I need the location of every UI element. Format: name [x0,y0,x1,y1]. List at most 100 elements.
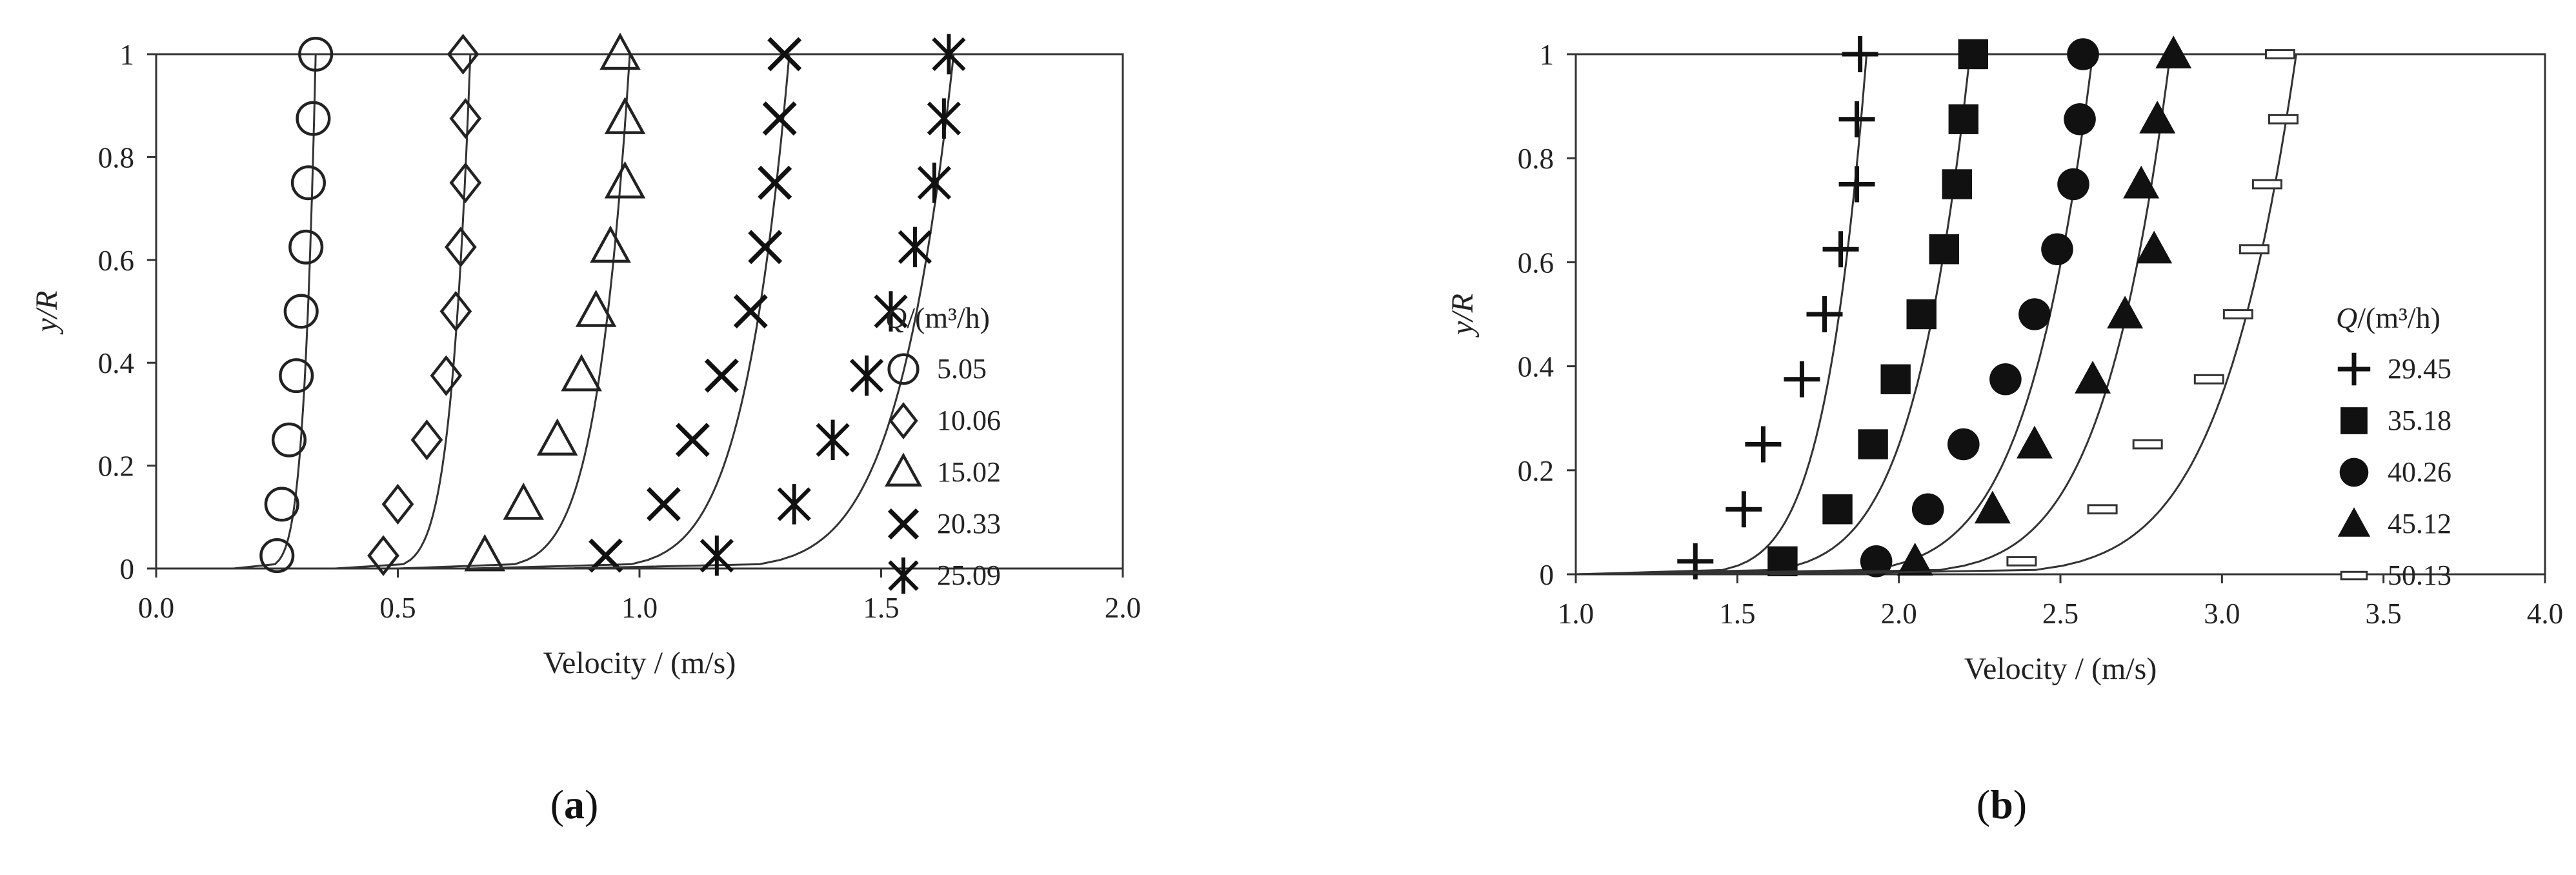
y-tick-label: 0.4 [98,347,134,379]
x-tick-label: 3.0 [2204,598,2240,630]
fit-curve [470,54,790,570]
data-point [2139,100,2176,134]
data-point [2136,230,2173,264]
data-point [1784,361,1820,397]
legend-label: 35.18 [2388,405,2451,436]
legend-label: 20.33 [937,508,1001,539]
data-point [816,419,850,460]
data-point [1822,231,1859,268]
data-point [279,358,314,394]
legend-title: Q/(m³/h) [2336,301,2440,334]
data-point [1858,429,1888,459]
data-point [733,294,768,328]
data-point [283,294,319,329]
legend-title: Q/(m³/h) [885,301,990,334]
fit-curve [562,54,955,570]
y-tick-label: 1 [1540,39,1555,71]
data-point [2123,165,2160,199]
data-point [1948,104,1978,134]
data-point [367,535,399,576]
fit-curve [233,54,317,570]
legend-label: 50.13 [2388,559,2451,591]
data-point [439,290,472,332]
x-tick-label: 2.0 [1105,592,1141,624]
x-tick-label: 1.5 [863,592,899,624]
y-axis-label: y/R [1445,294,1480,338]
x-tick-label: 1.0 [1558,598,1594,630]
data-point [2087,504,2118,515]
legend-marker [889,402,918,439]
data-point [449,162,482,203]
data-point [271,422,307,458]
data-point [447,34,479,75]
data-point [675,423,710,458]
y-tick-label: 0 [1540,559,1555,591]
data-point [748,230,783,265]
data-point [2222,309,2253,319]
y-tick-label: 0.4 [1518,351,1554,383]
x-axis-label: Velocity / (m/s) [1964,652,2157,686]
x-axis-label: Velocity / (m/s) [543,646,736,680]
data-point [381,483,414,525]
data-point [917,163,952,203]
fit-curve [397,54,631,570]
data-point [410,419,443,461]
data-point [2067,38,2099,70]
legend-label: 40.26 [2388,456,2451,488]
legend-marker [2337,352,2371,386]
data-point [430,355,463,396]
y-tick-label: 0.8 [1518,143,1554,175]
data-point [762,101,797,136]
data-point [1947,428,1980,461]
legend-marker [887,353,920,385]
legend-marker [2340,407,2368,434]
data-point [1974,490,2011,524]
data-point [259,538,295,574]
data-point [932,34,966,75]
data-point [1745,426,1782,463]
data-point [758,165,792,200]
data-point [1942,169,1972,199]
data-point [1906,299,1937,330]
data-point [599,32,641,70]
data-point [874,291,908,332]
data-point [1989,363,2022,396]
data-point [2264,49,2295,59]
panel-b-chart: 1.0 1.5 2.0 2.5 3.0 3.5 4.0 0 0.2 0.4 0.6 0.8 1 Veloc… [1445,35,2563,686]
legend-marker [884,452,923,487]
data-point [2064,103,2096,136]
legend-label: 29.45 [2388,353,2451,385]
data-point [561,354,602,392]
data-point [1958,39,1989,70]
legend-marker [2340,570,2368,581]
data-point [2057,168,2089,201]
data-point [898,226,932,268]
legend-label: 25.09 [937,559,1001,591]
x-tick-label: 2.0 [1881,598,1917,630]
y-tick-label: 0.2 [98,450,134,483]
x-tick-label: 2.5 [2042,598,2078,630]
data-point [704,358,739,393]
y-tick-label: 0.6 [98,245,134,277]
y-axis-label: y/R [30,291,64,336]
data-point [1726,491,1762,528]
data-point [2018,298,2051,330]
y-tick-label: 0.6 [1518,246,1554,279]
data-point [2251,179,2282,190]
data-point [1842,36,1878,72]
data-point [2016,425,2053,459]
data-point [2107,296,2144,328]
y-tick-label: 0.2 [1518,455,1554,487]
data-point [288,229,324,265]
data-point [296,101,331,136]
data-point [503,482,545,520]
data-point [264,487,299,522]
data-point [604,97,646,134]
y-tick-label: 0.8 [98,141,134,174]
data-point [2006,556,2037,567]
data-point [927,98,961,139]
x-tick-label: 1.5 [1719,598,1755,630]
x-tick-label: 4.0 [2527,598,2563,630]
data-point [767,37,802,72]
